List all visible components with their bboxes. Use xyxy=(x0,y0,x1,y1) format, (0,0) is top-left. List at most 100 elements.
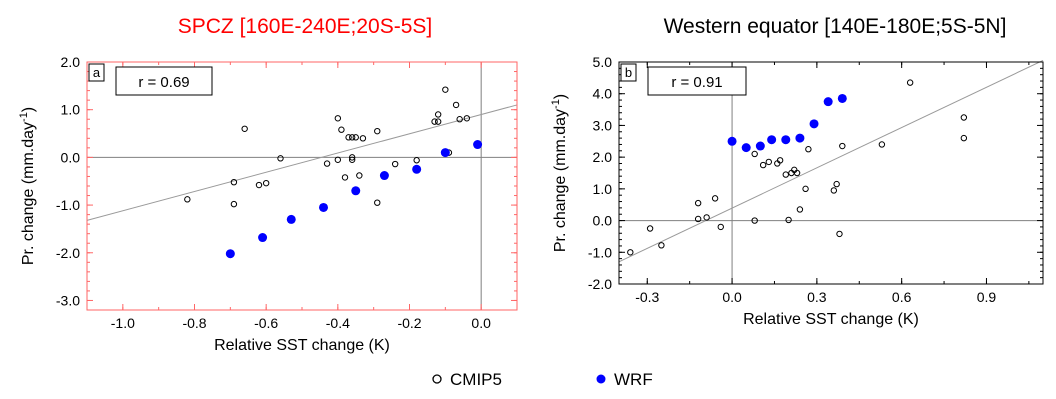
x-tick-label: 0.9 xyxy=(977,289,997,305)
x-axis-label: Relative SST change (K) xyxy=(743,311,919,328)
data-point-wrf xyxy=(823,97,833,107)
legend: CMIP5 WRF xyxy=(432,370,653,389)
data-point-cmip5 xyxy=(345,134,352,141)
data-point-cmip5 xyxy=(751,217,758,224)
data-point-cmip5 xyxy=(442,86,449,93)
data-point-cmip5 xyxy=(341,174,349,181)
data-point-cmip5 xyxy=(338,126,345,133)
data-point-cmip5 xyxy=(262,179,270,187)
data-point-cmip5 xyxy=(359,135,367,142)
y-tick-label: -3.0 xyxy=(56,292,80,308)
plot-frame xyxy=(618,61,1044,285)
y-tick-label: 1.0 xyxy=(593,181,613,197)
data-point-cmip5 xyxy=(627,249,634,256)
correlation-box xyxy=(647,66,747,96)
y-tick-label: 4.0 xyxy=(593,86,613,102)
y-tick-label: -1.0 xyxy=(588,244,612,260)
y-axis-label: Pr. change (mm.day-1) xyxy=(550,94,569,252)
correlation-label: r = 0.91 xyxy=(671,74,722,91)
data-point-wrf xyxy=(795,133,805,143)
data-point-cmip5 xyxy=(802,185,809,193)
y-tick-label: -2.0 xyxy=(56,245,80,261)
y-tick-label: 2.0 xyxy=(593,149,613,165)
data-point-cmip5 xyxy=(391,160,399,168)
data-point-wrf xyxy=(727,136,737,146)
data-point-cmip5 xyxy=(717,223,724,231)
data-point-cmip5 xyxy=(833,180,840,188)
data-point-cmip5 xyxy=(434,118,442,125)
data-point-cmip5 xyxy=(796,206,804,213)
x-tick-label: 0.6 xyxy=(892,289,912,305)
data-point-cmip5 xyxy=(434,111,442,118)
data-point-cmip5 xyxy=(805,146,812,153)
data-point-cmip5 xyxy=(765,158,773,166)
data-point-wrf xyxy=(741,143,751,153)
regression-line xyxy=(86,104,518,221)
x-tick-label: -0.8 xyxy=(182,315,206,331)
y-tick-label: -2.0 xyxy=(588,276,612,292)
y-tick-label: 2.0 xyxy=(61,54,81,70)
x-tick-label: 0.0 xyxy=(722,289,742,305)
data-point-cmip5 xyxy=(230,178,238,186)
data-point-cmip5 xyxy=(785,216,792,224)
data-point-cmip5 xyxy=(230,200,238,208)
data-point-wrf xyxy=(319,202,328,212)
panel-label: a xyxy=(93,65,101,80)
x-tick-label: -0.3 xyxy=(635,289,659,305)
chart-title: SPCZ [160E-240E;20S-5S] xyxy=(178,15,432,38)
data-point-wrf xyxy=(781,135,791,145)
data-point-cmip5 xyxy=(323,160,331,167)
data-point-wrf xyxy=(379,171,389,181)
data-point-cmip5 xyxy=(334,156,342,163)
data-point-cmip5 xyxy=(711,195,719,202)
data-point-cmip5 xyxy=(241,125,248,132)
legend-label-cmip5: CMIP5 xyxy=(450,370,502,389)
data-point-cmip5 xyxy=(463,115,471,122)
x-axis-label: Relative SST change (K) xyxy=(214,337,390,354)
y-tick-label: 0.0 xyxy=(593,213,613,229)
data-point-cmip5 xyxy=(413,157,420,164)
data-point-cmip5 xyxy=(960,114,968,121)
data-point-cmip5 xyxy=(348,156,356,163)
data-point-cmip5 xyxy=(348,154,356,161)
data-point-wrf xyxy=(473,140,483,150)
data-point-cmip5 xyxy=(751,150,758,158)
data-point-wrf xyxy=(837,93,847,103)
data-point-cmip5 xyxy=(694,215,702,223)
data-point-cmip5 xyxy=(356,172,363,179)
chart-title: Western equator [140E-180E;5S-5N] xyxy=(664,15,1007,38)
y-tick-label: 1.0 xyxy=(61,102,81,118)
legend-label-wrf: WRF xyxy=(614,370,653,389)
data-point-cmip5 xyxy=(839,142,846,150)
x-tick-label: -0.4 xyxy=(326,315,350,331)
panel-a: SPCZ [160E-240E;20S-5S] -1.0 -0.8 -0.6 -0.4 -… xyxy=(18,15,518,354)
data-point-cmip5 xyxy=(759,161,767,169)
data-point-cmip5 xyxy=(703,214,710,221)
data-point-wrf xyxy=(286,214,296,224)
data-point-wrf xyxy=(412,164,422,174)
data-point-cmip5 xyxy=(960,134,968,142)
regression-line xyxy=(618,59,1044,263)
data-point-cmip5 xyxy=(878,141,886,148)
data-point-wrf xyxy=(809,119,819,129)
data-point-cmip5 xyxy=(776,157,784,164)
y-tick-label: 0.0 xyxy=(61,149,81,165)
data-point-cmip5 xyxy=(431,118,438,125)
data-point-cmip5 xyxy=(830,187,838,194)
plot-frame xyxy=(86,61,518,311)
data-point-cmip5 xyxy=(374,127,381,135)
data-point-cmip5 xyxy=(277,155,284,162)
data-point-cmip5 xyxy=(334,115,342,122)
y-tick-label: 3.0 xyxy=(593,117,613,133)
y-tick-label: 5.0 xyxy=(593,54,613,70)
data-point-wrf xyxy=(755,141,765,151)
data-point-cmip5 xyxy=(352,134,359,141)
legend-marker-wrf xyxy=(596,374,606,384)
data-point-cmip5 xyxy=(646,225,654,232)
x-tick-label: -0.2 xyxy=(397,315,421,331)
legend-marker-cmip5 xyxy=(432,374,442,384)
panel-label: b xyxy=(625,65,632,80)
data-point-cmip5 xyxy=(658,242,665,249)
panel-label-box xyxy=(620,63,637,82)
